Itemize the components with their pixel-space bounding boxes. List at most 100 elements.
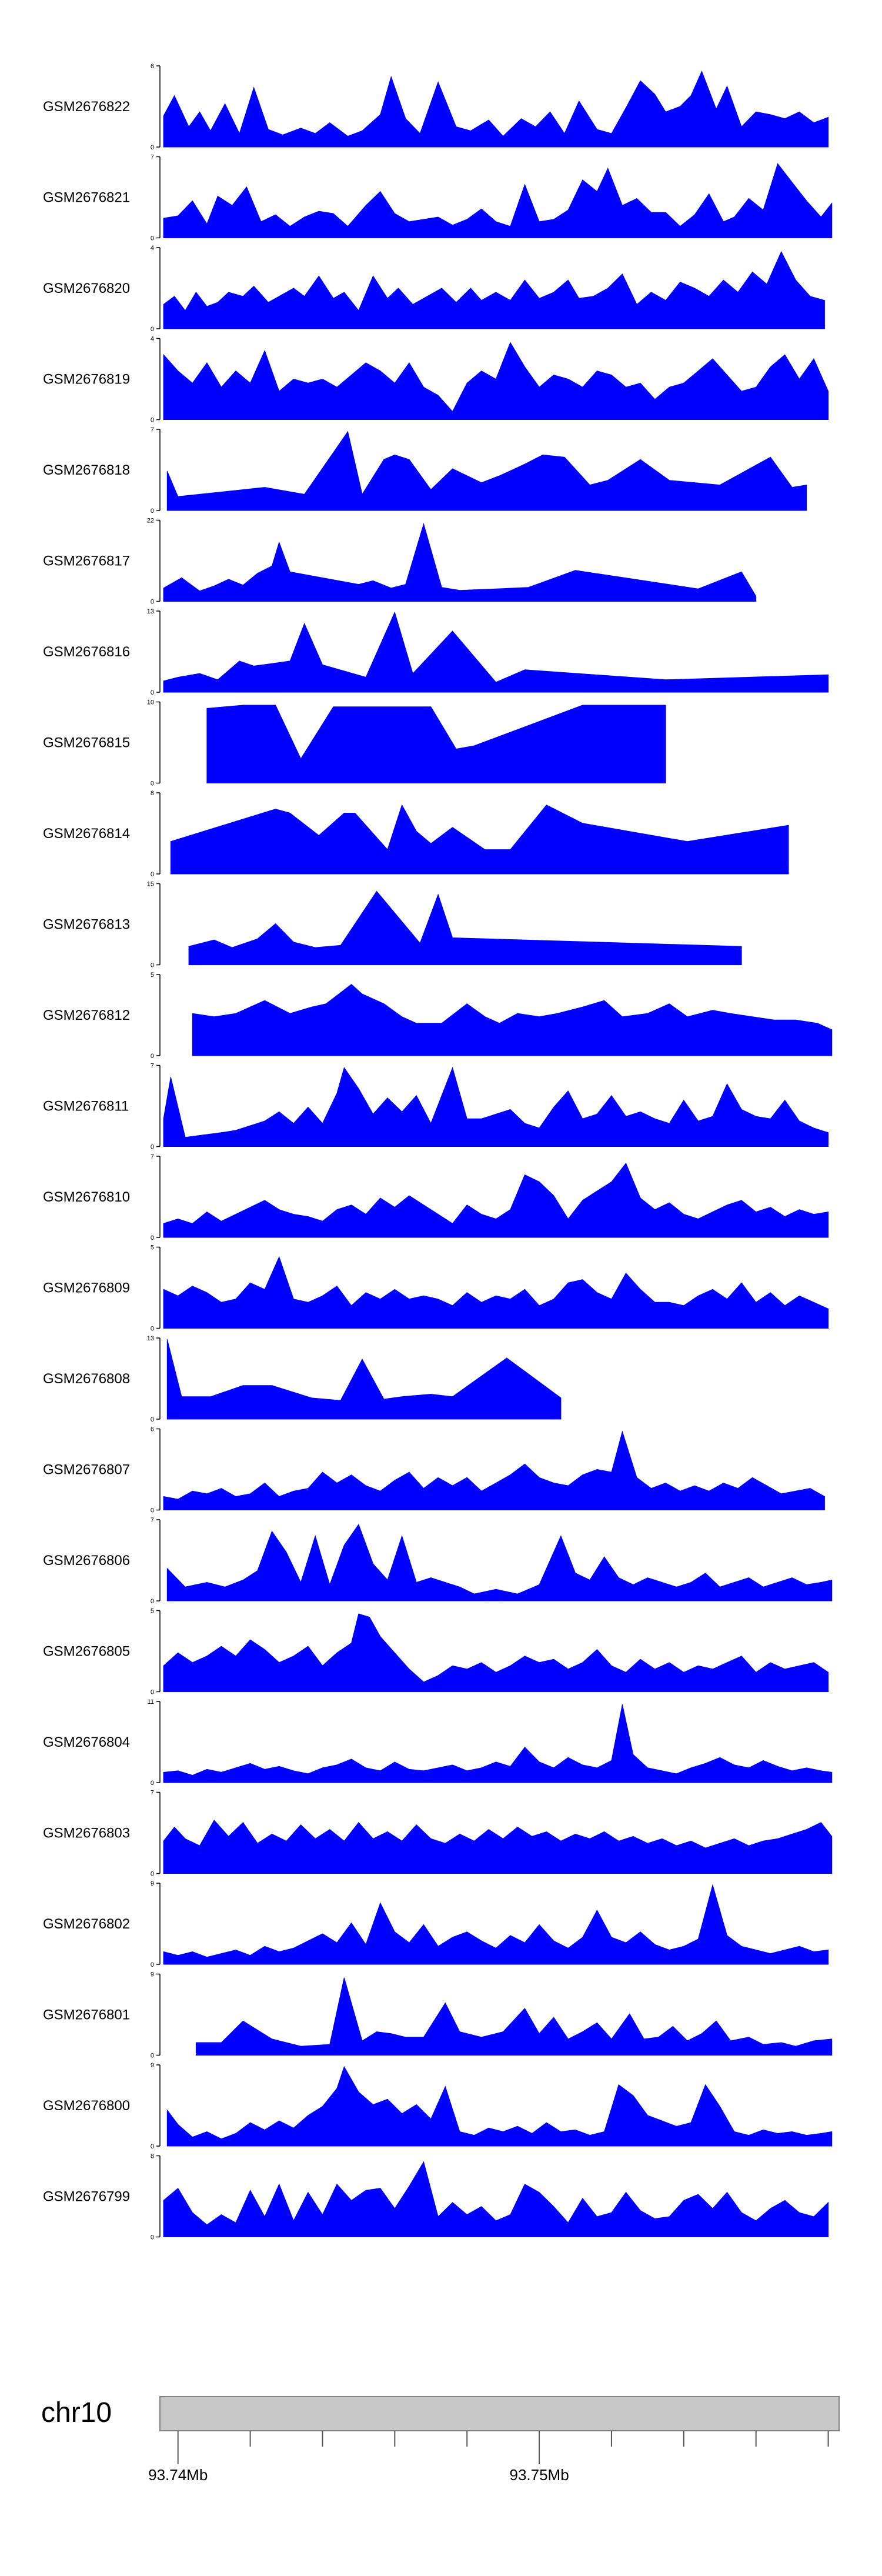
track-gsm2676811: GSM2676811 7 0 (43, 1063, 829, 1151)
y-tick-min: 0 (151, 1780, 154, 1787)
track-gsm2676800: GSM2676800 9 0 (43, 2062, 833, 2150)
y-tick-max: 5 (151, 972, 154, 979)
y-axis (156, 2155, 161, 2238)
coverage-area (163, 1819, 833, 1874)
coverage-area (166, 431, 807, 511)
tracks-layer: GSM267682260GSM267682170GSM267682040GSM2… (43, 63, 833, 2241)
track-label: GSM2676816 (43, 644, 130, 660)
coverage-area (170, 804, 789, 875)
coverage-area (163, 251, 825, 329)
y-axis (156, 247, 161, 329)
y-axis (156, 792, 161, 875)
track-label: GSM2676805 (43, 1644, 130, 1660)
track-gsm2676818: GSM2676818 7 0 (43, 426, 807, 515)
y-tick-min: 0 (151, 1326, 154, 1333)
track-gsm2676816: GSM2676816 13 0 (43, 608, 829, 696)
track-label: GSM2676814 (43, 826, 130, 842)
y-tick-max: 5 (151, 1244, 154, 1252)
coverage-area (166, 1523, 833, 1601)
y-axis (156, 519, 161, 602)
y-tick-max: 4 (151, 336, 154, 343)
y-axis (156, 1519, 161, 1601)
y-axis (156, 883, 161, 966)
coverage-area (163, 1066, 829, 1147)
track-label: GSM2676799 (43, 2189, 130, 2205)
track-gsm2676821: GSM2676821 7 0 (43, 154, 833, 242)
track-gsm2676815: GSM2676815 10 0 (43, 699, 666, 788)
track-gsm2676809: GSM2676809 5 0 (43, 1244, 829, 1333)
track-gsm2676812: GSM2676812 5 0 (43, 972, 833, 1060)
y-tick-min: 0 (151, 1416, 154, 1423)
track-label: GSM2676801 (43, 2007, 130, 2023)
y-axis (156, 1610, 161, 1693)
y-axis (156, 2064, 161, 2147)
y-tick-min: 0 (151, 235, 154, 242)
y-axis (156, 65, 161, 148)
y-tick-min: 0 (151, 962, 154, 969)
coverage-area (163, 342, 829, 420)
coverage-area (163, 1704, 833, 1783)
track-gsm2676814: GSM2676814 8 0 (43, 790, 789, 878)
y-tick-min: 0 (151, 326, 154, 333)
chromosome-ideogram (159, 2396, 840, 2431)
track-gsm2676822: GSM2676822 6 0 (43, 63, 829, 151)
track-label: GSM2676817 (43, 553, 130, 569)
y-tick-min: 0 (151, 2143, 154, 2150)
y-axis (156, 338, 161, 421)
y-tick-max: 8 (151, 2153, 154, 2160)
y-tick-max: 7 (151, 1790, 154, 1797)
y-axis (156, 610, 161, 693)
y-tick-min: 0 (151, 871, 154, 878)
y-axis (156, 156, 161, 239)
position-label-93-75mb: 93.75Mb (509, 2466, 569, 2484)
coverage-area (163, 523, 757, 602)
y-tick-max: 13 (147, 608, 154, 615)
y-axis (156, 1428, 161, 1511)
y-tick-max: 11 (148, 1699, 154, 1706)
track-label: GSM2676811 (43, 1099, 129, 1115)
y-axis (156, 429, 161, 511)
coverage-area (206, 705, 666, 783)
coverage-area (195, 1977, 833, 2056)
y-axis (156, 1065, 161, 1147)
y-axis (156, 1156, 161, 1238)
y-axis (156, 1883, 161, 1965)
track-label: GSM2676821 (43, 190, 130, 206)
track-label: GSM2676812 (43, 1007, 130, 1023)
chromosome-label: chr10 (41, 2397, 112, 2428)
track-label: GSM2676815 (43, 735, 130, 751)
coverage-area (163, 1256, 829, 1329)
track-label: GSM2676802 (43, 1916, 130, 1932)
coverage-area (163, 163, 833, 238)
track-gsm2676807: GSM2676807 6 0 (43, 1426, 825, 1514)
y-axis (156, 1337, 161, 1420)
track-label: GSM2676808 (43, 1371, 130, 1387)
y-tick-max: 7 (151, 1063, 154, 1070)
y-tick-min: 0 (151, 1689, 154, 1696)
track-label: GSM2676800 (43, 2098, 130, 2114)
y-tick-min: 0 (151, 417, 154, 424)
y-tick-max: 8 (151, 790, 154, 797)
y-tick-min: 0 (151, 1053, 154, 1060)
y-tick-min: 0 (151, 1961, 154, 1968)
track-gsm2676808: GSM2676808 13 0 (43, 1335, 562, 1423)
y-axis (156, 1791, 161, 1874)
track-gsm2676803: GSM2676803 7 0 (43, 1790, 833, 1878)
track-label: GSM2676822 (43, 99, 130, 115)
track-label: GSM2676810 (43, 1189, 130, 1205)
track-gsm2676810: GSM2676810 7 0 (43, 1153, 829, 1242)
y-axis (156, 1246, 161, 1329)
track-label: GSM2676818 (43, 462, 130, 478)
y-axis (156, 1701, 161, 1783)
y-tick-max: 7 (151, 154, 154, 161)
chromosome-ruler: chr10 93.74Mb 93.75Mb (41, 2396, 840, 2484)
track-gsm2676804: GSM2676804 11 0 (43, 1699, 833, 1787)
y-tick-min: 0 (151, 1234, 154, 1242)
y-tick-min: 0 (151, 144, 154, 151)
y-tick-max: 9 (151, 1880, 154, 1887)
y-axis (156, 701, 161, 784)
track-label: GSM2676819 (43, 372, 130, 388)
y-tick-max: 22 (147, 518, 154, 525)
track-gsm2676820: GSM2676820 4 0 (43, 245, 825, 333)
